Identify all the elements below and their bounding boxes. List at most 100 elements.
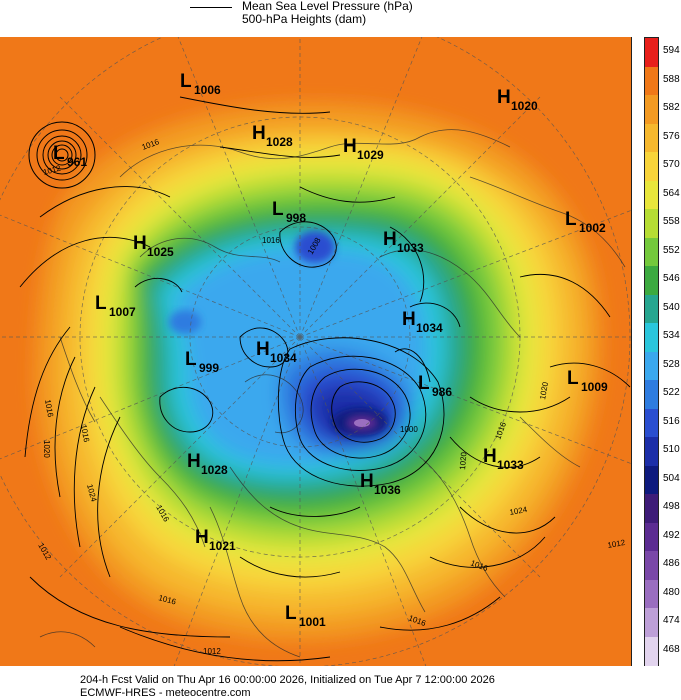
colorbar-tick-label: 516 bbox=[663, 415, 680, 427]
high-pressure-marker: H bbox=[483, 446, 497, 467]
colorbar-swatch-504 bbox=[645, 465, 658, 495]
low-pressure-marker: L bbox=[565, 209, 577, 230]
colorbar-tick-label: 492 bbox=[663, 529, 680, 541]
high-pressure-marker: H bbox=[133, 233, 147, 254]
pressure-value-label: 1033 bbox=[397, 241, 424, 255]
colorbar-swatch-492 bbox=[645, 522, 658, 552]
pressure-value-label: 1006 bbox=[194, 83, 221, 97]
low-pressure-marker: L bbox=[185, 349, 197, 370]
colorbar-tick-label: 582 bbox=[663, 102, 680, 114]
pressure-value-label: 1029 bbox=[357, 148, 384, 162]
colorbar-swatch-564 bbox=[645, 180, 658, 210]
pressure-value-label: 1036 bbox=[374, 483, 401, 497]
high-pressure-marker: H bbox=[497, 87, 511, 108]
low-pressure-marker: L bbox=[272, 199, 284, 220]
colorbar-tick-label: 498 bbox=[663, 501, 680, 513]
high-pressure-marker: H bbox=[383, 229, 397, 250]
pressure-value-label: 1001 bbox=[299, 615, 326, 629]
low-pressure-marker: L bbox=[180, 71, 192, 92]
colorbar-swatch-552 bbox=[645, 237, 658, 267]
height-colorbar bbox=[644, 37, 659, 666]
isobar-value-label: 1012 bbox=[203, 647, 221, 656]
colorbar-tick-label: 570 bbox=[663, 159, 680, 171]
pressure-value-label: 998 bbox=[286, 211, 306, 225]
high-pressure-marker: H bbox=[195, 527, 209, 548]
colorbar-tick-label: 552 bbox=[663, 244, 680, 256]
colorbar-tick-label: 522 bbox=[663, 387, 680, 399]
map-header: Mean Sea Level Pressure (hPa) 500-hPa He… bbox=[0, 0, 681, 36]
pressure-value-label: 961 bbox=[67, 155, 87, 169]
colorbar-swatch-498 bbox=[645, 494, 658, 523]
isobar-value-label: 1024 bbox=[509, 505, 529, 517]
pressure-value-label: 1033 bbox=[497, 458, 524, 472]
colorbar-tick-label: 546 bbox=[663, 273, 680, 285]
low-pressure-marker: L bbox=[567, 368, 579, 389]
colorbar-tick-label: 594 bbox=[663, 45, 680, 57]
colorbar-swatch-540 bbox=[645, 294, 658, 324]
colorbar-swatch-474 bbox=[645, 608, 658, 637]
colorbar-swatch-486 bbox=[645, 551, 658, 580]
upper-low-secondary bbox=[295, 231, 335, 263]
isobars bbox=[19, 96, 631, 662]
colorbar-swatch-522 bbox=[645, 380, 658, 409]
low-pressure-marker: L bbox=[418, 373, 430, 394]
isobar-value-label: 1020 bbox=[458, 451, 469, 470]
isobar-value-label: 1020 bbox=[42, 440, 51, 458]
colorbar-tick-label: 540 bbox=[663, 301, 680, 313]
isobar-value-label: 1000 bbox=[400, 425, 418, 434]
low-pressure-marker: L bbox=[53, 143, 65, 164]
colorbar-swatch-468 bbox=[645, 636, 658, 666]
isobar-value-label: 1012 bbox=[607, 538, 627, 550]
colorbar-tick-label: 576 bbox=[663, 130, 680, 142]
colorbar-tick-label: 474 bbox=[663, 615, 680, 627]
height-band-486 bbox=[354, 419, 370, 427]
height-field bbox=[0, 37, 631, 666]
colorbar-swatch-534 bbox=[645, 323, 658, 352]
low-pressure-marker: L bbox=[285, 603, 297, 624]
colorbar-swatch-582 bbox=[645, 95, 658, 124]
colorbar-swatch-576 bbox=[645, 123, 658, 153]
high-pressure-marker: H bbox=[360, 471, 374, 492]
mslp-legend-label: Mean Sea Level Pressure (hPa) bbox=[242, 0, 413, 13]
weather-map: L 1006 H 1020 H 1028 H 1029 L 961 L 998 H 1033 L 1002 H 1… bbox=[0, 37, 632, 666]
high-pressure-marker: H bbox=[343, 136, 357, 157]
colorbar-tick-label: 486 bbox=[663, 558, 680, 570]
isobar-value-label: 1016 bbox=[262, 236, 280, 245]
colorbar-tick-label: 558 bbox=[663, 216, 680, 228]
colorbar-swatch-516 bbox=[645, 408, 658, 438]
colorbar-swatch-528 bbox=[645, 351, 658, 381]
colorbar-swatch-570 bbox=[645, 152, 658, 181]
pressure-value-label: 1028 bbox=[201, 463, 228, 477]
pressure-value-label: 1007 bbox=[109, 305, 136, 319]
pressure-value-label: 999 bbox=[199, 361, 219, 375]
heights-legend-label: 500-hPa Heights (dam) bbox=[242, 12, 367, 26]
compact-low-vortex bbox=[28, 121, 96, 189]
pressure-value-label: 1025 bbox=[147, 245, 174, 259]
pressure-value-label: 1034 bbox=[270, 351, 297, 365]
high-pressure-marker: H bbox=[187, 451, 201, 472]
colorbar-tick-label: 504 bbox=[663, 472, 680, 484]
colorbar-swatch-558 bbox=[645, 209, 658, 238]
high-pressure-marker: H bbox=[402, 309, 416, 330]
pressure-value-label: 1009 bbox=[581, 380, 608, 394]
colorbar-tick-label: 510 bbox=[663, 444, 680, 456]
high-pressure-marker: H bbox=[256, 339, 270, 360]
mslp-legend-line bbox=[190, 7, 232, 8]
colorbar-tick-label: 534 bbox=[663, 330, 680, 342]
upper-low-tertiary bbox=[169, 310, 201, 334]
forecast-valid-text: 204-h Fcst Valid on Thu Apr 16 00:00:00 … bbox=[80, 674, 495, 686]
colorbar-swatch-588 bbox=[645, 66, 658, 96]
colorbar-tick-label: 564 bbox=[663, 187, 680, 199]
pressure-value-label: 1002 bbox=[579, 221, 606, 235]
colorbar-tick-label: 480 bbox=[663, 586, 680, 598]
colorbar-swatch-510 bbox=[645, 437, 658, 466]
isobar-value-label: 1016 bbox=[43, 399, 55, 419]
pressure-value-label: 1028 bbox=[266, 135, 293, 149]
colorbar-swatch-480 bbox=[645, 579, 658, 609]
isobar-value-label: 1020 bbox=[538, 381, 550, 401]
isobar-value-label: 1016 bbox=[79, 424, 91, 444]
colorbar-swatch-594 bbox=[645, 38, 658, 67]
low-pressure-marker: L bbox=[95, 293, 107, 314]
